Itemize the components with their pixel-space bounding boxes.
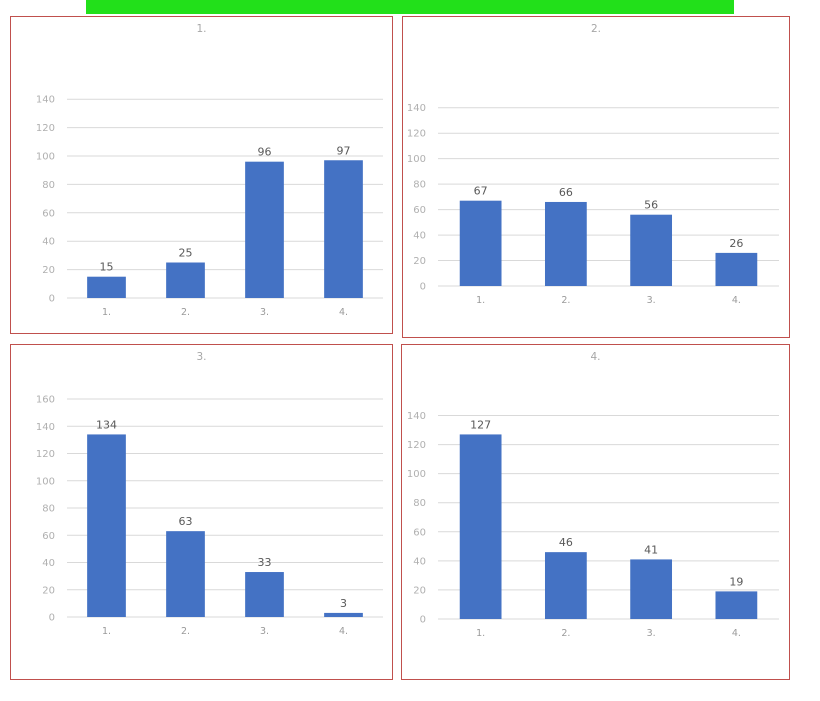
- bar: [459, 434, 502, 619]
- bar-value-label: 33: [258, 556, 272, 569]
- bar: [324, 612, 363, 617]
- y-tick-label: 20: [413, 585, 426, 596]
- y-tick-label: 120: [36, 123, 55, 134]
- bar: [544, 201, 587, 286]
- bar-value-label: 134: [96, 418, 117, 431]
- y-tick-label: 0: [49, 294, 55, 305]
- y-tick-label: 80: [42, 180, 55, 191]
- category-label: 2.: [561, 295, 570, 306]
- bar-value-label: 25: [179, 247, 193, 260]
- y-tick-label: 60: [42, 208, 55, 219]
- category-label: 2.: [181, 626, 190, 637]
- bar-value-label: 41: [644, 543, 658, 556]
- y-tick-label: 0: [49, 613, 55, 624]
- chart-title-line: 2.: [590, 23, 602, 35]
- category-label: 2.: [181, 307, 190, 318]
- y-tick-label: 20: [413, 256, 426, 267]
- chart-panel-1: 1. 0 20 40 60 80 100 120 140 15 1. 25 2. 96 3. 97 4.: [10, 16, 393, 334]
- category-label: 3.: [647, 295, 656, 306]
- y-tick-label: 140: [36, 95, 55, 106]
- y-tick-label: 60: [413, 527, 426, 538]
- category-label: 4.: [732, 295, 741, 306]
- bar-value-label: 63: [179, 515, 193, 528]
- bar: [715, 252, 758, 286]
- chart-title-line: 3.: [196, 351, 207, 363]
- bar-value-label: 67: [474, 185, 488, 198]
- y-tick-label: 0: [420, 282, 426, 293]
- bar-value-label: 26: [729, 237, 743, 250]
- category-label: 1.: [102, 307, 111, 318]
- chart-panel-4: 4. 0 20 40 60 80 100 120 140 127 1. 46 2. 41 3. 19 4.: [401, 344, 790, 680]
- bar: [87, 276, 126, 298]
- chart-title-line: 4.: [590, 351, 601, 363]
- chart-title: 2.: [423, 23, 769, 36]
- category-label: 4.: [339, 307, 348, 318]
- y-tick-label: 140: [407, 103, 426, 114]
- chart-title-line: 1.: [196, 23, 207, 35]
- y-tick-label: 100: [407, 154, 426, 165]
- chart-panel-2: 2. 0 20 40 60 80 100 120 140 67 1. 66 2. 56 3. 26 4.: [402, 16, 790, 338]
- chart-svg: 0 20 40 60 80 100 120 140 160 134 1. 63 2. 33 3. 3 4.: [36, 395, 383, 637]
- bar-value-label: 15: [100, 261, 114, 274]
- chart-svg: 0 20 40 60 80 100 120 140 15 1. 25 2. 96 3. 97 4.: [36, 95, 383, 318]
- chart-title: 4.: [422, 351, 769, 364]
- category-label: 3.: [647, 628, 656, 639]
- y-tick-label: 40: [42, 237, 55, 248]
- bar: [166, 531, 205, 617]
- bar: [166, 262, 205, 298]
- y-tick-label: 40: [42, 558, 55, 569]
- y-tick-label: 0: [420, 615, 426, 626]
- category-label: 2.: [561, 628, 570, 639]
- bar-value-label: 3: [340, 597, 347, 610]
- chart-panel-3: 3. 0 20 40 60 80 100 120 140 160 134 1. 63 2. 33 3. 3 4.: [10, 344, 393, 680]
- bar: [245, 161, 284, 298]
- y-tick-label: 40: [413, 231, 426, 242]
- y-tick-label: 40: [413, 556, 426, 567]
- bar-value-label: 96: [258, 146, 272, 159]
- y-tick-label: 140: [407, 411, 426, 422]
- y-tick-label: 80: [413, 498, 426, 509]
- y-tick-label: 140: [36, 422, 55, 433]
- y-tick-label: 100: [407, 469, 426, 480]
- category-label: 1.: [476, 295, 485, 306]
- y-tick-label: 20: [42, 265, 55, 276]
- y-tick-label: 120: [407, 440, 426, 451]
- category-label: 1.: [476, 628, 485, 639]
- y-tick-label: 80: [413, 180, 426, 191]
- category-label: 4.: [732, 628, 741, 639]
- chart-svg: 0 20 40 60 80 100 120 140 127 1. 46 2. 41 3. 19 4.: [407, 411, 779, 639]
- bar: [459, 200, 502, 286]
- bar-value-label: 19: [729, 575, 743, 588]
- bar-value-label: 127: [470, 418, 491, 431]
- y-tick-label: 20: [42, 585, 55, 596]
- bar: [324, 160, 363, 298]
- y-tick-label: 100: [36, 152, 55, 163]
- chart-title: 1.: [31, 23, 372, 36]
- y-tick-label: 80: [42, 504, 55, 515]
- chart-title: 3.: [31, 351, 372, 364]
- bar-value-label: 56: [644, 199, 658, 212]
- bar-value-label: 46: [559, 536, 573, 549]
- bar: [630, 214, 673, 286]
- y-tick-label: 100: [36, 476, 55, 487]
- bar: [87, 434, 126, 617]
- category-label: 3.: [260, 307, 269, 318]
- y-tick-label: 120: [36, 449, 55, 460]
- bar: [715, 591, 758, 619]
- category-label: 3.: [260, 626, 269, 637]
- bar-value-label: 97: [337, 144, 351, 157]
- bar: [630, 559, 673, 619]
- bar-value-label: 66: [559, 186, 573, 199]
- y-tick-label: 160: [36, 395, 55, 406]
- bar: [245, 572, 284, 617]
- y-tick-label: 120: [407, 129, 426, 140]
- page-banner: [86, 0, 734, 14]
- category-label: 1.: [102, 626, 111, 637]
- chart-svg: 0 20 40 60 80 100 120 140 67 1. 66 2. 56 3. 26 4.: [407, 103, 779, 306]
- y-tick-label: 60: [42, 531, 55, 542]
- bar: [544, 552, 587, 619]
- category-label: 4.: [339, 626, 348, 637]
- y-tick-label: 60: [413, 205, 426, 216]
